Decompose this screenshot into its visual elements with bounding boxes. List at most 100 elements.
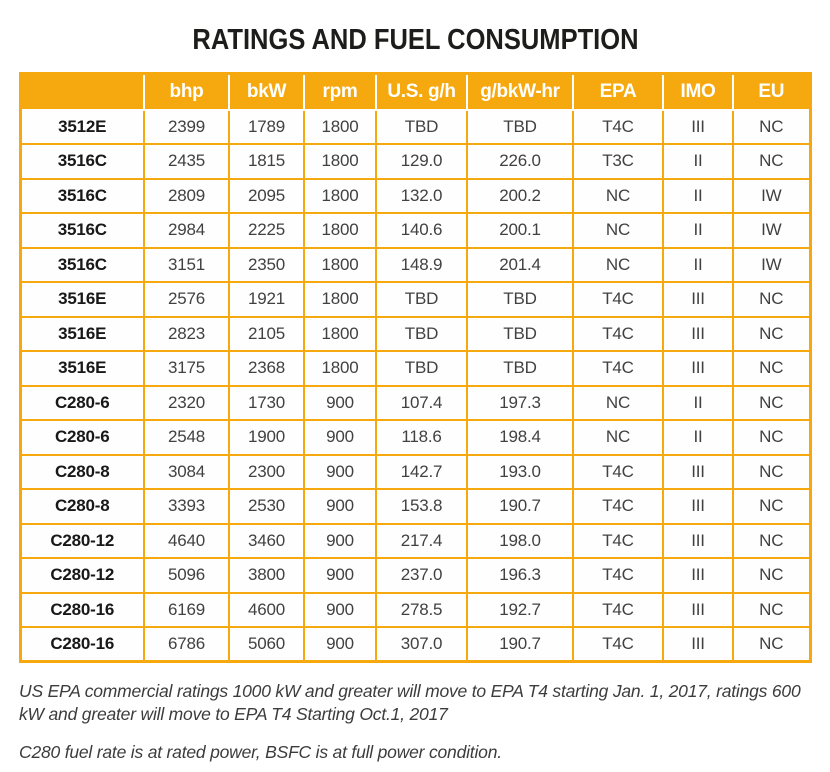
data-cell: 278.5 <box>375 591 468 628</box>
data-cell: 2320 <box>143 384 230 421</box>
data-cell: 200.2 <box>466 177 574 214</box>
data-cell: III <box>662 108 734 145</box>
data-cell: 3460 <box>228 522 305 559</box>
data-cell: 2399 <box>143 108 230 145</box>
data-cell: 193.0 <box>466 453 574 490</box>
table-row: 3516C 3151 2350 1800 148.9 201.4 NC II IW <box>19 246 811 283</box>
data-cell: 900 <box>303 488 377 525</box>
data-cell: III <box>662 626 734 663</box>
data-cell: 2300 <box>228 453 305 490</box>
data-cell: 2350 <box>228 246 305 283</box>
data-cell: T3C <box>572 143 664 180</box>
data-cell: 1800 <box>303 246 377 283</box>
data-cell: II <box>662 212 734 249</box>
data-cell: 132.0 <box>375 177 468 214</box>
data-cell: 198.0 <box>466 522 574 559</box>
data-cell: 226.0 <box>466 143 574 180</box>
data-cell: 2809 <box>143 177 230 214</box>
data-cell: T4C <box>572 591 664 628</box>
data-cell: T4C <box>572 453 664 490</box>
data-cell: 192.7 <box>466 591 574 628</box>
table-body: 3512E 2399 1789 1800 TBD TBD T4C III NC 3516C 2435… <box>19 108 811 663</box>
table-header-row: bhp bkW rpm U.S. g/h g/bkW-hr EPA IMO EU <box>20 73 810 111</box>
data-cell: 3084 <box>143 453 230 490</box>
data-cell: 900 <box>303 384 377 421</box>
data-cell: 1730 <box>228 384 305 421</box>
data-cell: 900 <box>303 591 377 628</box>
column-header: IMO <box>662 73 733 111</box>
data-cell: NC <box>732 281 811 318</box>
table-row: C280-6 2548 1900 900 118.6 198.4 NC II NC <box>19 419 811 456</box>
data-cell: NC <box>732 522 811 559</box>
model-cell: C280-8 <box>19 488 145 525</box>
table-row: 3516C 2984 2225 1800 140.6 200.1 NC II IW <box>19 212 811 249</box>
data-cell: 1815 <box>228 143 305 180</box>
data-cell: T4C <box>572 522 664 559</box>
table-row: 3516C 2809 2095 1800 132.0 200.2 NC II IW <box>19 177 811 214</box>
data-cell: 1800 <box>303 143 377 180</box>
data-cell: 1800 <box>303 350 377 387</box>
column-header: g/bkW-hr <box>466 73 573 111</box>
table-row: 3512E 2399 1789 1800 TBD TBD T4C III NC <box>19 108 811 145</box>
data-cell: III <box>662 591 734 628</box>
data-cell: 2823 <box>143 315 230 352</box>
table-row: C280-8 3084 2300 900 142.7 193.0 T4C III NC <box>19 453 811 490</box>
data-cell: NC <box>732 419 811 456</box>
data-cell: NC <box>572 177 664 214</box>
data-cell: NC <box>732 350 811 387</box>
data-cell: III <box>662 488 734 525</box>
data-cell: 140.6 <box>375 212 468 249</box>
data-cell: NC <box>732 108 811 145</box>
table-row: C280-8 3393 2530 900 153.8 190.7 T4C III NC <box>19 488 811 525</box>
data-cell: 4640 <box>143 522 230 559</box>
model-cell: C280-12 <box>19 522 145 559</box>
column-header: EPA <box>572 73 663 111</box>
data-cell: 2530 <box>228 488 305 525</box>
data-cell: T4C <box>572 315 664 352</box>
model-cell: 3516C <box>19 246 145 283</box>
data-cell: II <box>662 246 734 283</box>
data-cell: 2105 <box>228 315 305 352</box>
column-header: bhp <box>143 73 229 111</box>
model-cell: 3516C <box>19 212 145 249</box>
data-cell: 201.4 <box>466 246 574 283</box>
ratings-table: bhp bkW rpm U.S. g/h g/bkW-hr EPA IMO EU 3512E 2… <box>18 72 812 663</box>
data-cell: NC <box>732 143 811 180</box>
table-row: 3516E 3175 2368 1800 TBD TBD T4C III NC <box>19 350 811 387</box>
data-cell: 900 <box>303 626 377 663</box>
table-row: C280-12 4640 3460 900 217.4 198.0 T4C III NC <box>19 522 811 559</box>
data-cell: NC <box>732 453 811 490</box>
table-row: 3516E 2576 1921 1800 TBD TBD T4C III NC <box>19 281 811 318</box>
data-cell: 2095 <box>228 177 305 214</box>
data-cell: 129.0 <box>375 143 468 180</box>
data-cell: TBD <box>466 281 574 318</box>
data-cell: TBD <box>375 281 468 318</box>
data-cell: TBD <box>375 350 468 387</box>
data-cell: 200.1 <box>466 212 574 249</box>
table-row: C280-12 5096 3800 900 237.0 196.3 T4C III NC <box>19 557 811 594</box>
data-cell: 900 <box>303 557 377 594</box>
data-cell: TBD <box>466 108 574 145</box>
data-cell: 1800 <box>303 212 377 249</box>
data-cell: 2576 <box>143 281 230 318</box>
table-row: C280-16 6169 4600 900 278.5 192.7 T4C III NC <box>19 591 811 628</box>
data-cell: NC <box>732 488 811 525</box>
data-cell: II <box>662 143 734 180</box>
model-cell: 3516E <box>19 315 145 352</box>
data-cell: 153.8 <box>375 488 468 525</box>
data-cell: 190.7 <box>466 626 574 663</box>
title-bar: RATINGS AND FUEL CONSUMPTION <box>0 0 830 72</box>
data-cell: 1800 <box>303 281 377 318</box>
data-cell: NC <box>732 557 811 594</box>
data-cell: NC <box>572 419 664 456</box>
data-cell: NC <box>732 315 811 352</box>
data-cell: 2368 <box>228 350 305 387</box>
table-row: C280-6 2320 1730 900 107.4 197.3 NC II NC <box>19 384 811 421</box>
data-cell: T4C <box>572 557 664 594</box>
data-cell: 5096 <box>143 557 230 594</box>
data-cell: NC <box>572 246 664 283</box>
column-header: rpm <box>303 73 376 111</box>
data-cell: 196.3 <box>466 557 574 594</box>
data-cell: 900 <box>303 522 377 559</box>
data-cell: 142.7 <box>375 453 468 490</box>
